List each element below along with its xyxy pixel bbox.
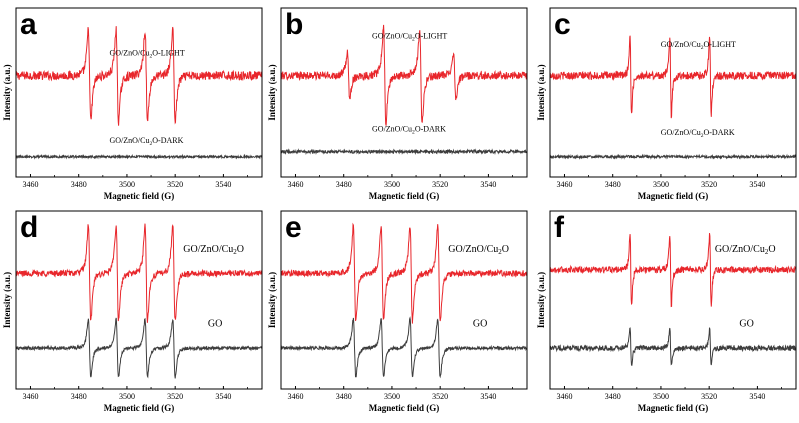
series-label-c-2: GO/ZnO/Cu2O-DARK [661, 128, 735, 139]
x-tick-label: 3520 [701, 392, 717, 401]
x-tick-label: 3480 [605, 180, 621, 189]
series-line-b-2 [281, 148, 527, 156]
plot-frame [15, 210, 263, 390]
series-line-d-1 [16, 223, 262, 323]
x-tick-label: 3520 [167, 180, 183, 189]
panel-letter: d [20, 211, 38, 244]
x-tick-label: 3540 [215, 392, 231, 401]
series-label-f-2: GO [739, 319, 753, 330]
x-axis-label: Magnetic field (G) [369, 191, 439, 201]
series-line-b-1 [281, 24, 527, 126]
x-tick-label: 3500 [119, 180, 135, 189]
x-tick-label: 3500 [119, 392, 135, 401]
series-label-a-2: GO/ZnO/Cu2O-DARK [109, 136, 183, 147]
series-line-e-2 [281, 316, 527, 379]
x-tick-label: 3460 [22, 180, 38, 189]
chart-panel-c: GO/ZnO/Cu2O-LIGHT GO/ZnO/Cu2O-DARK 3460 348… [536, 7, 797, 201]
x-tick-label: 3480 [71, 180, 87, 189]
x-tick-label: 3520 [167, 392, 183, 401]
chart-panel-d: GO/ZnO/Cu2O GO 3460 3480 3500 3520 3540 Magneti… [2, 210, 263, 413]
x-tick-label: 3480 [605, 392, 621, 401]
x-tick-label: 3540 [749, 180, 765, 189]
x-axis-label: Magnetic field (G) [369, 403, 439, 413]
x-tick-label: 3480 [336, 392, 352, 401]
x-tick-label: 3500 [653, 180, 669, 189]
y-axis-label: Intensity (a.u.) [267, 272, 277, 328]
series-label-e-1: GO/ZnO/Cu2O [448, 244, 509, 256]
x-tick-label: 3540 [215, 180, 231, 189]
series-line-f-1 [550, 233, 796, 308]
series-label-c-1: GO/ZnO/Cu2O-LIGHT [661, 40, 736, 51]
plot-frame [280, 210, 528, 390]
x-tick-label: 3520 [432, 392, 448, 401]
x-axis-label: Magnetic field (G) [638, 191, 708, 201]
series-label-b-1: GO/ZnO/Cu2O-LIGHT [372, 31, 447, 42]
series-label-a-1: GO/ZnO/Cu2O-LIGHT [109, 48, 184, 59]
series-line-a-2 [16, 153, 262, 160]
x-tick-label: 3460 [22, 392, 38, 401]
series-line-f-2 [550, 327, 796, 366]
y-axis-label: Intensity (a.u.) [536, 272, 546, 328]
x-tick-label: 3480 [71, 392, 87, 401]
series-label-d-1: GO/ZnO/Cu2O [183, 244, 244, 256]
x-axis-label: Magnetic field (G) [638, 403, 708, 413]
x-tick-label: 3520 [432, 180, 448, 189]
series-label-b-2: GO/ZnO/Cu2O-DARK [372, 124, 446, 135]
panel-letter: c [554, 8, 571, 41]
x-tick-label: 3540 [749, 392, 765, 401]
plot-frame [549, 210, 797, 390]
panel-letter: f [554, 211, 565, 244]
series-line-d-2 [16, 317, 262, 379]
series-line-e-1 [281, 222, 527, 324]
panel-letter: a [20, 8, 37, 41]
x-tick-label: 3460 [556, 180, 572, 189]
x-tick-label: 3480 [336, 180, 352, 189]
chart-panel-b: GO/ZnO/Cu2O-LIGHT GO/ZnO/Cu2O-DARK 3460 348… [267, 7, 528, 201]
x-tick-label: 3500 [384, 392, 400, 401]
series-line-c-1 [550, 35, 796, 119]
y-axis-label: Intensity (a.u.) [2, 272, 12, 328]
y-axis-label: Intensity (a.u.) [536, 64, 546, 120]
plot-frame [280, 7, 528, 178]
y-axis-label: Intensity (a.u.) [2, 64, 12, 120]
panel-letter: e [285, 211, 302, 244]
x-tick-label: 3460 [556, 392, 572, 401]
x-axis-label: Magnetic field (G) [104, 191, 174, 201]
chart-panel-a: GO/ZnO/Cu2O-LIGHT GO/ZnO/Cu2O-DARK 3460 348… [2, 7, 263, 201]
y-axis-label: Intensity (a.u.) [267, 64, 277, 120]
x-axis-label: Magnetic field (G) [104, 403, 174, 413]
x-tick-label: 3500 [384, 180, 400, 189]
series-line-c-2 [550, 153, 796, 160]
plot-frame [15, 7, 263, 178]
plot-frame [549, 7, 797, 178]
series-line-a-1 [16, 26, 262, 126]
chart-panel-e: GO/ZnO/Cu2O GO 3460 3480 3500 3520 3540 Magneti… [267, 210, 528, 413]
chart-panel-f: GO/ZnO/Cu2O GO 3460 3480 3500 3520 3540 Magneti… [536, 210, 797, 413]
panel-letter: b [285, 8, 303, 41]
x-tick-label: 3460 [287, 180, 303, 189]
series-label-f-1: GO/ZnO/Cu2O [715, 244, 776, 256]
x-tick-label: 3500 [653, 392, 669, 401]
x-tick-label: 3540 [480, 392, 496, 401]
x-tick-label: 3460 [287, 392, 303, 401]
series-label-d-2: GO [208, 319, 222, 330]
x-tick-label: 3540 [480, 180, 496, 189]
series-label-e-2: GO [473, 319, 487, 330]
x-tick-label: 3520 [701, 180, 717, 189]
